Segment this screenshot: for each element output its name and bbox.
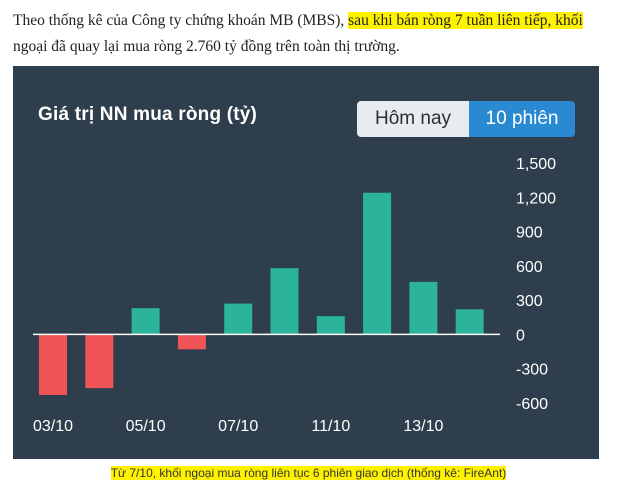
y-tick-label: 600	[516, 259, 543, 276]
period-toggle: Hôm nay 10 phiên	[357, 101, 575, 137]
x-tick-label: 13/10	[403, 418, 443, 435]
bar-06-10	[177, 334, 206, 350]
x-tick-label: 05/10	[126, 418, 166, 435]
bar-10-10	[270, 268, 299, 335]
net-foreign-buying-widget: Giá trị NN mua ròng (tỷ) Hôm nay 10 phiê…	[13, 66, 599, 459]
bar-12-10	[363, 192, 392, 335]
bar-04-10	[85, 334, 114, 389]
article-highlighted-text: sau khi bán ròng 7 tuần liên tiếp, khối	[348, 12, 583, 29]
bar-chart: 1,500 1,200 900 600 300 0 -300 -600 03/10 05/10 0…	[33, 156, 556, 435]
caption-text: Từ 7/10, khối ngoại mua ròng liên tục 6 …	[110, 466, 507, 480]
x-tick-label: 03/10	[33, 418, 73, 435]
bar-07-10	[224, 303, 253, 335]
article-text-before: Theo thống kê của Công ty chứng khoán MB…	[13, 12, 349, 29]
ten-sessions-button[interactable]: 10 phiên	[469, 101, 575, 137]
y-tick-label: 0	[516, 327, 525, 344]
today-button[interactable]: Hôm nay	[357, 101, 469, 137]
y-tick-label: 1,500	[516, 156, 556, 173]
y-tick-label: 1,200	[516, 190, 556, 207]
y-tick-label: 900	[516, 225, 543, 242]
bar-03-10	[39, 334, 67, 395]
image-caption: Từ 7/10, khối ngoại mua ròng liên tục 6 …	[0, 466, 617, 480]
x-tick-label: 11/10	[311, 418, 350, 435]
bar-14-10	[455, 309, 484, 335]
article-paragraph: Theo thống kê của Công ty chứng khoán MB…	[13, 8, 609, 60]
chart-title: Giá trị NN mua ròng (tỷ)	[38, 104, 258, 125]
bar-11-10	[316, 316, 345, 335]
x-tick-label: 07/10	[218, 418, 258, 435]
article-text-after: ngoại đã quay lại mua ròng 2.760 tỷ đồng…	[13, 38, 400, 55]
y-tick-label: 300	[516, 293, 543, 310]
y-tick-label: -600	[516, 396, 548, 413]
bar-13-10	[409, 281, 438, 335]
bar-05-10	[131, 308, 160, 335]
y-tick-label: -300	[516, 362, 548, 379]
